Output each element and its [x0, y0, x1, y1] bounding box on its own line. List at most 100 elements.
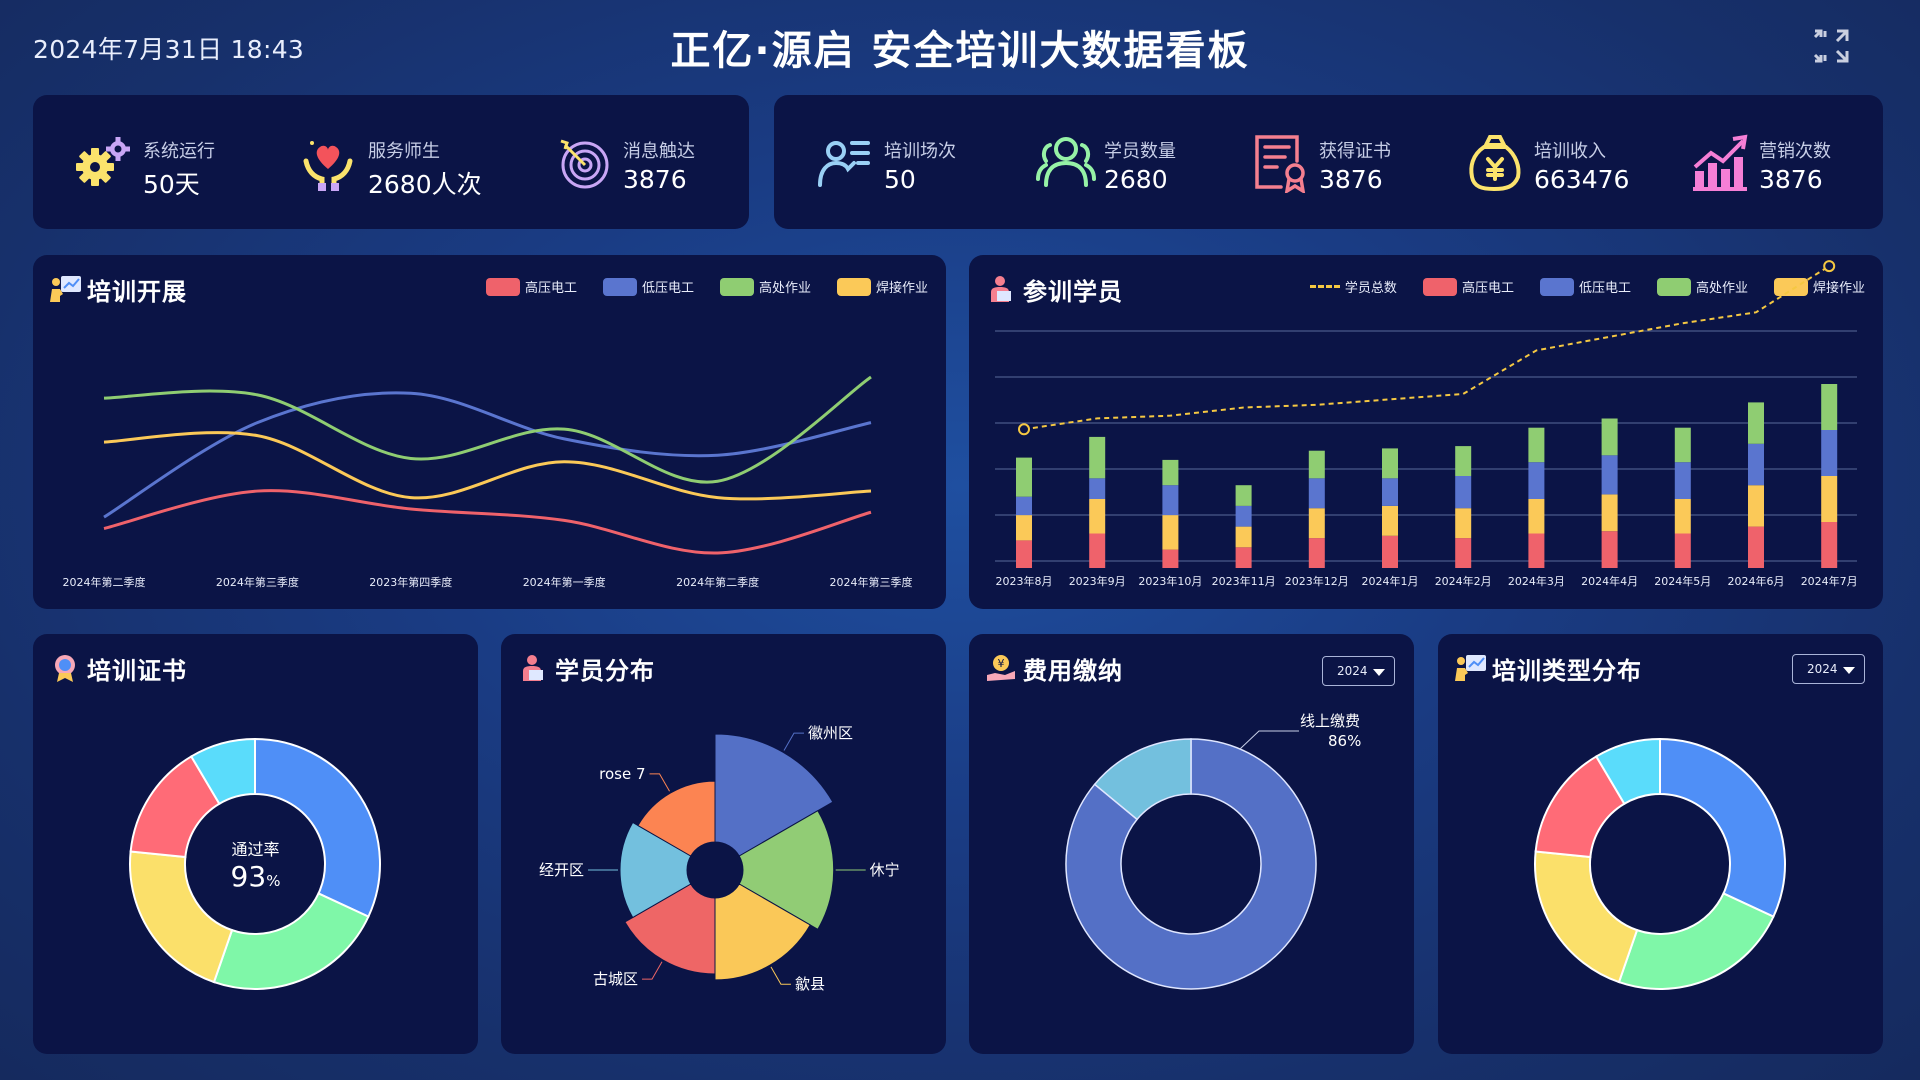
stat-label: 服务师生	[368, 141, 440, 162]
legend-label: 低压电工	[641, 281, 694, 296]
legend-swatch	[602, 277, 637, 296]
x-tick-label: 2024年第一季度	[523, 575, 606, 589]
line-point	[1018, 423, 1030, 436]
student-icon	[517, 653, 551, 683]
panel-types: 培训类型分布 2024	[1438, 634, 1883, 1054]
panel-title: 学员分布	[517, 652, 655, 685]
callout-line	[1239, 730, 1299, 750]
bar-segment	[1382, 448, 1398, 479]
x-tick-label: 2023年10月	[1138, 574, 1202, 588]
bar-segment	[1308, 478, 1325, 509]
svg-text:¥: ¥	[998, 657, 1005, 670]
year-select[interactable]: 2024	[1792, 654, 1865, 684]
rose-label: 休宁	[870, 861, 900, 879]
legend-label: 高处作业	[1695, 281, 1748, 296]
donut-slice	[212, 892, 370, 990]
bar-segment	[1748, 526, 1764, 568]
panel-certificate: 培训证书 通过率 93%	[33, 634, 478, 1054]
donut-slice	[1534, 850, 1639, 984]
bar-segment	[1235, 485, 1252, 506]
rose-petal	[738, 809, 835, 931]
fees-donut-chart	[1065, 730, 1317, 990]
bar-segment	[1382, 535, 1398, 568]
stat-label: 培训收入	[1534, 141, 1606, 162]
series-line	[103, 431, 872, 501]
bar-segment	[1089, 533, 1106, 568]
fullscreen-toggle-icon[interactable]	[1811, 27, 1851, 65]
legend-label: 焊接作业	[1812, 281, 1865, 296]
growth-chart-icon	[1689, 131, 1751, 193]
bar-segment	[1674, 533, 1691, 568]
stat-served: 服务师生 2680人次	[298, 125, 498, 199]
donut-slice	[1594, 737, 1661, 806]
target-icon	[553, 131, 615, 193]
panel-title-text: 费用缴纳	[1023, 656, 1123, 685]
bar-segment	[1748, 443, 1764, 486]
stat-label: 获得证书	[1319, 141, 1391, 162]
chart-legend: 高压电工 低压电工 高处作业 焊接作业	[460, 277, 928, 296]
x-tick-label: 2024年7月	[1801, 574, 1858, 588]
bar-segment	[1089, 436, 1106, 479]
bar-segment	[1308, 508, 1325, 539]
x-tick-label: 2024年第三季度	[216, 575, 299, 589]
panel-title-text: 培训类型分布	[1492, 656, 1642, 685]
rose-label: rose 7	[599, 765, 645, 783]
stat-sessions: 培训场次 50	[814, 125, 984, 197]
panel-title: 培训开展	[49, 273, 187, 306]
stat-label: 系统运行	[143, 141, 215, 162]
legend-item[interactable]: 低压电工	[602, 277, 694, 296]
chevron-down-icon	[1373, 669, 1385, 676]
rose-label: 经开区	[539, 861, 584, 879]
panel-title-text: 学员分布	[555, 656, 655, 685]
legend-item[interactable]: 高处作业	[719, 277, 811, 296]
rose-label: 徽州区	[808, 724, 853, 742]
bar-segment	[1016, 540, 1032, 568]
legend-item[interactable]: 高压电工	[485, 277, 577, 296]
donut-slice	[1659, 737, 1786, 918]
certificate-donut-chart	[129, 737, 381, 990]
legend-item[interactable]: 高压电工	[1422, 277, 1514, 296]
bar-segment	[1162, 515, 1179, 550]
bar-segment	[1821, 522, 1838, 568]
legend-item[interactable]: 低压电工	[1539, 277, 1631, 296]
stat-label: 培训场次	[884, 141, 956, 162]
x-tick-label: 2024年2月	[1435, 574, 1492, 588]
bar-segment	[1455, 476, 1472, 509]
pass-rate-value: 93%	[33, 860, 478, 893]
money-bag-icon	[1464, 131, 1526, 193]
bar-segment	[1235, 505, 1252, 527]
legend-item[interactable]: 高处作业	[1656, 277, 1748, 296]
panel-title: 培训证书	[49, 652, 187, 685]
fees-callout-label: 线上缴费	[1300, 712, 1361, 730]
stat-value: 3876	[1319, 165, 1383, 194]
legend-item[interactable]: 学员总数	[1309, 277, 1397, 296]
legend-swatch	[1539, 277, 1574, 296]
legend-item[interactable]: 焊接作业	[1773, 277, 1865, 296]
legend-swatch	[836, 277, 871, 296]
panel-fees: ¥ 费用缴纳 2024 线上缴费 86%	[969, 634, 1414, 1054]
bar-segment	[1455, 508, 1472, 539]
x-tick-label: 2023年8月	[996, 574, 1053, 588]
x-tick-label: 2023年12月	[1285, 574, 1349, 588]
training-line-chart: 2024年第二季度 2024年第三季度 2023年第四季度 2024年第一季度 2024…	[63, 375, 913, 589]
bar-segment	[1455, 446, 1472, 476]
legend-swatch	[719, 277, 754, 296]
fees-callout-value: 86%	[1328, 732, 1362, 750]
stat-value: 50天	[143, 170, 200, 199]
stats-panel-left: 系统运行 50天 服务师生 2680人次 消息触达 3876	[33, 95, 749, 229]
bar-segment	[1308, 450, 1325, 479]
bar-segment	[1674, 499, 1691, 534]
bar-segment	[1382, 505, 1398, 536]
trainer-board-icon	[1454, 653, 1488, 683]
panel-students: 参训学员 学员总数 高压电工 低压电工 高处作业 焊接作业 2023年8月 202…	[969, 255, 1883, 609]
donut-center-label: 通过率	[231, 840, 280, 859]
certificate-icon	[1249, 131, 1311, 195]
year-select[interactable]: 2024	[1322, 656, 1395, 686]
bar-segment	[1162, 549, 1179, 568]
label-line	[649, 773, 670, 792]
legend-swatch	[1309, 285, 1340, 288]
stat-messages: 消息触达 3876	[553, 125, 733, 197]
legend-item[interactable]: 焊接作业	[836, 277, 928, 296]
rose-petal	[637, 780, 716, 857]
bar-segment	[1601, 455, 1618, 495]
